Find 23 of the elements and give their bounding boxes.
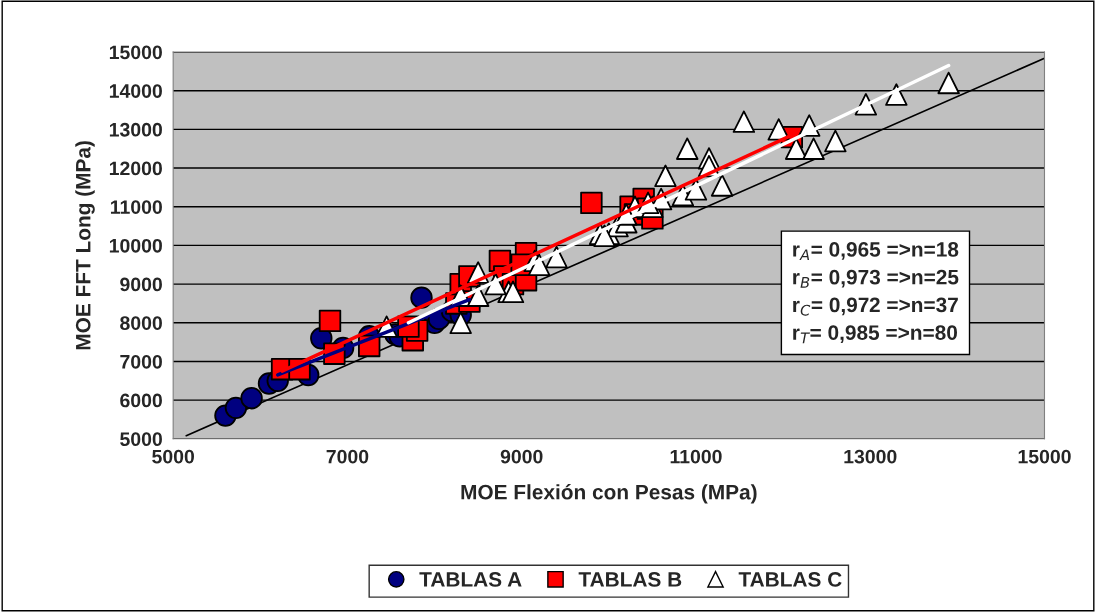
text: r$_{A}$= 0,965 =>n=18 r$_{B}$= 0,973 =>n=25 r$_{C}$= 0,972 =>n=37 r$_{T}$= 0,985 =>n=80 xyxy=(793,242,959,344)
y-tick-label: 9000 xyxy=(120,277,162,292)
x-tick-label: 15000 xyxy=(1018,449,1071,464)
x-tick-label: 9000 xyxy=(500,449,543,464)
legend-label: TABLAS C xyxy=(738,572,842,587)
x-tick-label: 7000 xyxy=(326,449,369,464)
y-tick-label: 6000 xyxy=(120,393,162,408)
legend-label: TABLAS A xyxy=(419,572,522,587)
legend-label: TABLAS B xyxy=(578,572,682,587)
x-axis-title: MOE Flexión con Pesas (MPa) xyxy=(461,484,757,504)
x-tick-label: 13000 xyxy=(844,449,897,464)
y-tick-label: 8000 xyxy=(120,316,162,331)
x-tick-label: 11000 xyxy=(670,449,722,464)
y-tick-label: 10000 xyxy=(109,238,162,253)
y-axis-title: MOE FFT Long (MPa) xyxy=(75,141,95,350)
y-tick-label: 14000 xyxy=(109,84,162,98)
y-tick-label: 5000 xyxy=(120,432,162,447)
y-tick-label: 13000 xyxy=(109,122,162,137)
y-tick-label: 12000 xyxy=(109,161,162,176)
y-tick-label: 11000 xyxy=(110,200,162,214)
x-tick-label: 5000 xyxy=(152,449,194,464)
y-tick-label: 7000 xyxy=(120,354,162,369)
y-tick-label: 15000 xyxy=(109,45,162,60)
